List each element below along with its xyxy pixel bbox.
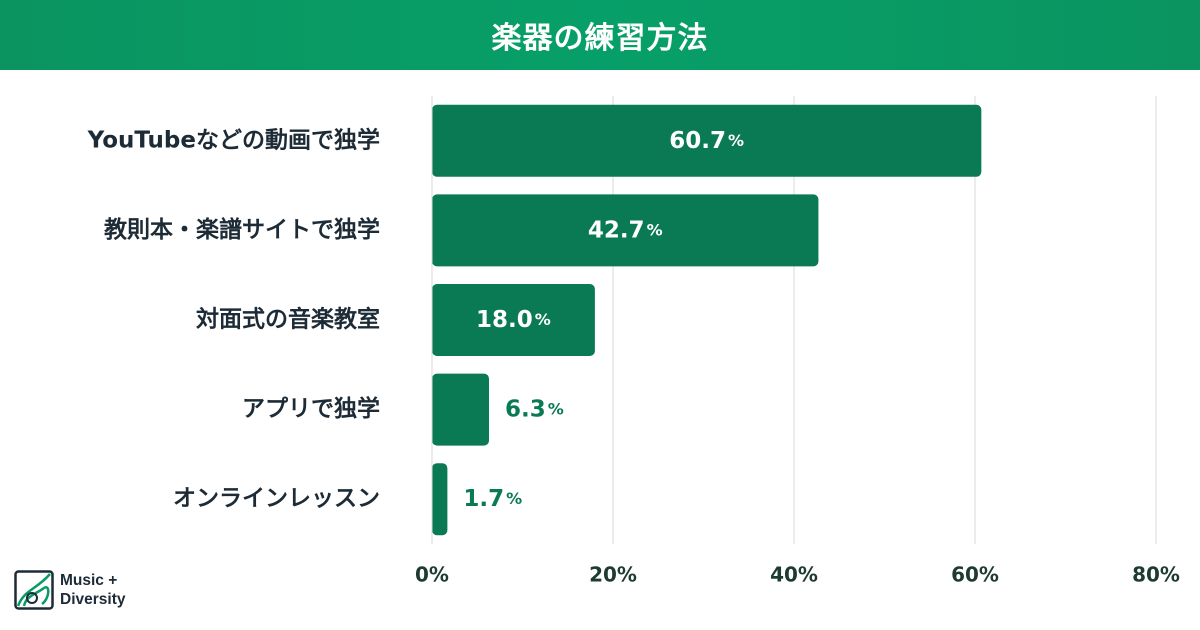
logo-text-line2: Diversity xyxy=(60,591,126,608)
x-tick-label: 40% xyxy=(770,563,818,587)
category-label: YouTubeなどの動画で独学 xyxy=(87,126,380,153)
category-label: アプリで独学 xyxy=(242,395,380,422)
data-label: 6.3% xyxy=(505,396,564,422)
brand-logo: Music + Diversity xyxy=(14,570,154,612)
category-label: オンラインレッスン xyxy=(173,486,380,512)
bar xyxy=(432,104,982,177)
data-label: 42.7% xyxy=(588,217,663,243)
x-tick-label: 0% xyxy=(415,563,449,587)
data-label: 60.7% xyxy=(669,127,744,153)
logo-text-line1: Music + xyxy=(60,572,118,589)
category-label: 教則本・楽譜サイトで独学 xyxy=(104,216,380,243)
x-tick-label: 20% xyxy=(589,563,637,587)
category-label: 対面式の音楽教室 xyxy=(196,306,380,333)
logo-icon xyxy=(14,570,54,610)
chart-title: 楽器の練習方法 xyxy=(491,21,709,56)
x-tick-label: 80% xyxy=(1132,563,1180,587)
bar xyxy=(432,463,448,536)
bar xyxy=(432,284,595,356)
bar xyxy=(432,373,490,446)
bar xyxy=(432,194,819,267)
title-banner: 楽器の練習方法 xyxy=(0,0,1200,70)
data-label: 1.7% xyxy=(463,486,522,512)
x-tick-label: 60% xyxy=(951,563,999,587)
data-label: 18.0% xyxy=(476,307,551,333)
